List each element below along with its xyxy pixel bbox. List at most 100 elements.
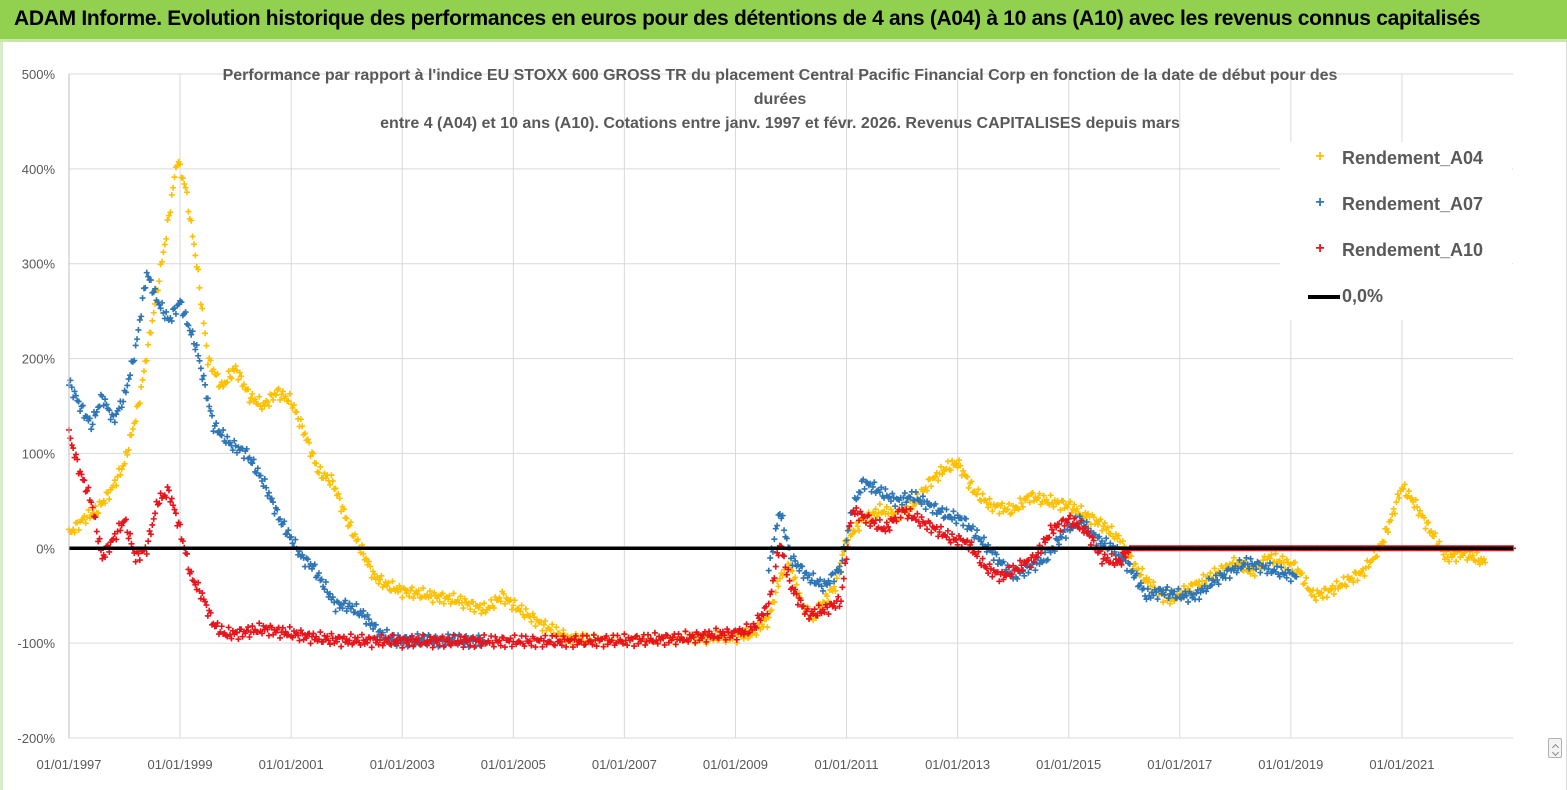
data-point bbox=[540, 621, 547, 628]
data-point bbox=[1033, 553, 1040, 560]
data-point bbox=[889, 490, 896, 497]
data-point bbox=[1100, 523, 1107, 530]
data-point bbox=[867, 480, 874, 487]
data-point bbox=[333, 638, 340, 645]
data-point bbox=[270, 396, 277, 403]
data-point bbox=[960, 467, 967, 474]
series-rendement_a07 bbox=[66, 269, 1300, 650]
data-point bbox=[1132, 560, 1139, 567]
data-point bbox=[246, 634, 253, 641]
data-point bbox=[1144, 585, 1151, 592]
scroll-handle-icon[interactable] bbox=[1548, 738, 1562, 758]
data-point bbox=[388, 641, 395, 648]
data-point bbox=[136, 557, 143, 564]
data-point bbox=[1094, 521, 1101, 528]
data-point bbox=[295, 632, 302, 639]
data-point bbox=[936, 529, 943, 536]
data-point bbox=[1265, 566, 1272, 573]
data-point bbox=[832, 587, 839, 594]
data-point bbox=[220, 427, 227, 434]
data-point bbox=[293, 408, 300, 415]
data-point bbox=[560, 627, 567, 634]
data-point bbox=[654, 640, 661, 647]
data-point bbox=[103, 401, 110, 408]
data-point bbox=[501, 644, 508, 651]
data-point bbox=[926, 519, 933, 526]
data-point bbox=[327, 481, 334, 488]
data-point bbox=[132, 418, 139, 425]
data-point bbox=[932, 500, 939, 507]
data-point bbox=[1482, 559, 1489, 566]
data-point bbox=[794, 601, 801, 608]
data-point bbox=[876, 489, 883, 496]
data-point bbox=[1340, 574, 1347, 581]
data-point bbox=[1196, 596, 1203, 603]
data-point bbox=[189, 233, 196, 240]
data-point bbox=[839, 552, 846, 559]
data-point bbox=[136, 316, 143, 323]
data-point bbox=[207, 357, 214, 364]
data-point bbox=[685, 638, 692, 645]
data-point bbox=[71, 388, 78, 395]
data-point bbox=[179, 538, 186, 545]
data-point bbox=[593, 643, 600, 650]
data-point bbox=[772, 563, 779, 570]
plus-marker-icon: + bbox=[1315, 240, 1325, 257]
data-point bbox=[272, 392, 279, 399]
data-point bbox=[972, 532, 979, 539]
data-point bbox=[177, 161, 184, 168]
data-point bbox=[1154, 596, 1161, 603]
data-point bbox=[876, 516, 883, 523]
data-point bbox=[210, 428, 217, 435]
data-point bbox=[624, 642, 631, 649]
data-point bbox=[1207, 569, 1214, 576]
data-point bbox=[84, 487, 91, 494]
data-point bbox=[1200, 571, 1207, 578]
data-point bbox=[167, 315, 174, 322]
data-point bbox=[1032, 567, 1039, 574]
data-point bbox=[317, 629, 324, 636]
y-tick-label: -100% bbox=[17, 636, 55, 651]
data-point bbox=[1042, 549, 1049, 556]
data-point bbox=[476, 635, 483, 642]
data-point bbox=[1101, 551, 1108, 558]
data-point bbox=[1017, 557, 1024, 564]
data-point bbox=[296, 637, 303, 644]
data-point bbox=[957, 462, 964, 469]
data-point bbox=[953, 520, 960, 527]
data-point bbox=[86, 415, 93, 422]
data-point bbox=[1117, 558, 1124, 565]
data-point bbox=[440, 600, 447, 607]
data-point bbox=[329, 478, 336, 485]
data-point bbox=[1215, 581, 1222, 588]
data-point bbox=[343, 515, 350, 522]
data-point bbox=[1021, 572, 1028, 579]
data-point bbox=[278, 391, 285, 398]
data-point bbox=[111, 477, 118, 484]
data-point bbox=[937, 523, 944, 530]
data-point bbox=[721, 632, 728, 639]
data-point bbox=[408, 632, 415, 639]
data-point bbox=[478, 610, 485, 617]
data-point bbox=[1074, 520, 1081, 527]
data-point bbox=[974, 491, 981, 498]
data-point bbox=[481, 631, 488, 638]
data-point bbox=[1303, 574, 1310, 581]
data-point bbox=[935, 477, 942, 484]
data-point bbox=[261, 476, 268, 483]
data-point bbox=[678, 634, 685, 641]
data-point bbox=[553, 633, 560, 640]
data-point bbox=[558, 642, 565, 649]
data-point bbox=[317, 463, 324, 470]
data-point bbox=[1108, 550, 1115, 557]
data-point bbox=[789, 568, 796, 575]
data-point bbox=[239, 633, 246, 640]
data-point bbox=[918, 514, 925, 521]
data-point bbox=[886, 493, 893, 500]
data-point bbox=[171, 506, 178, 513]
data-point bbox=[522, 605, 529, 612]
data-point bbox=[1104, 554, 1111, 561]
data-point bbox=[364, 639, 371, 646]
data-point bbox=[1118, 561, 1125, 568]
data-point bbox=[1057, 527, 1064, 534]
